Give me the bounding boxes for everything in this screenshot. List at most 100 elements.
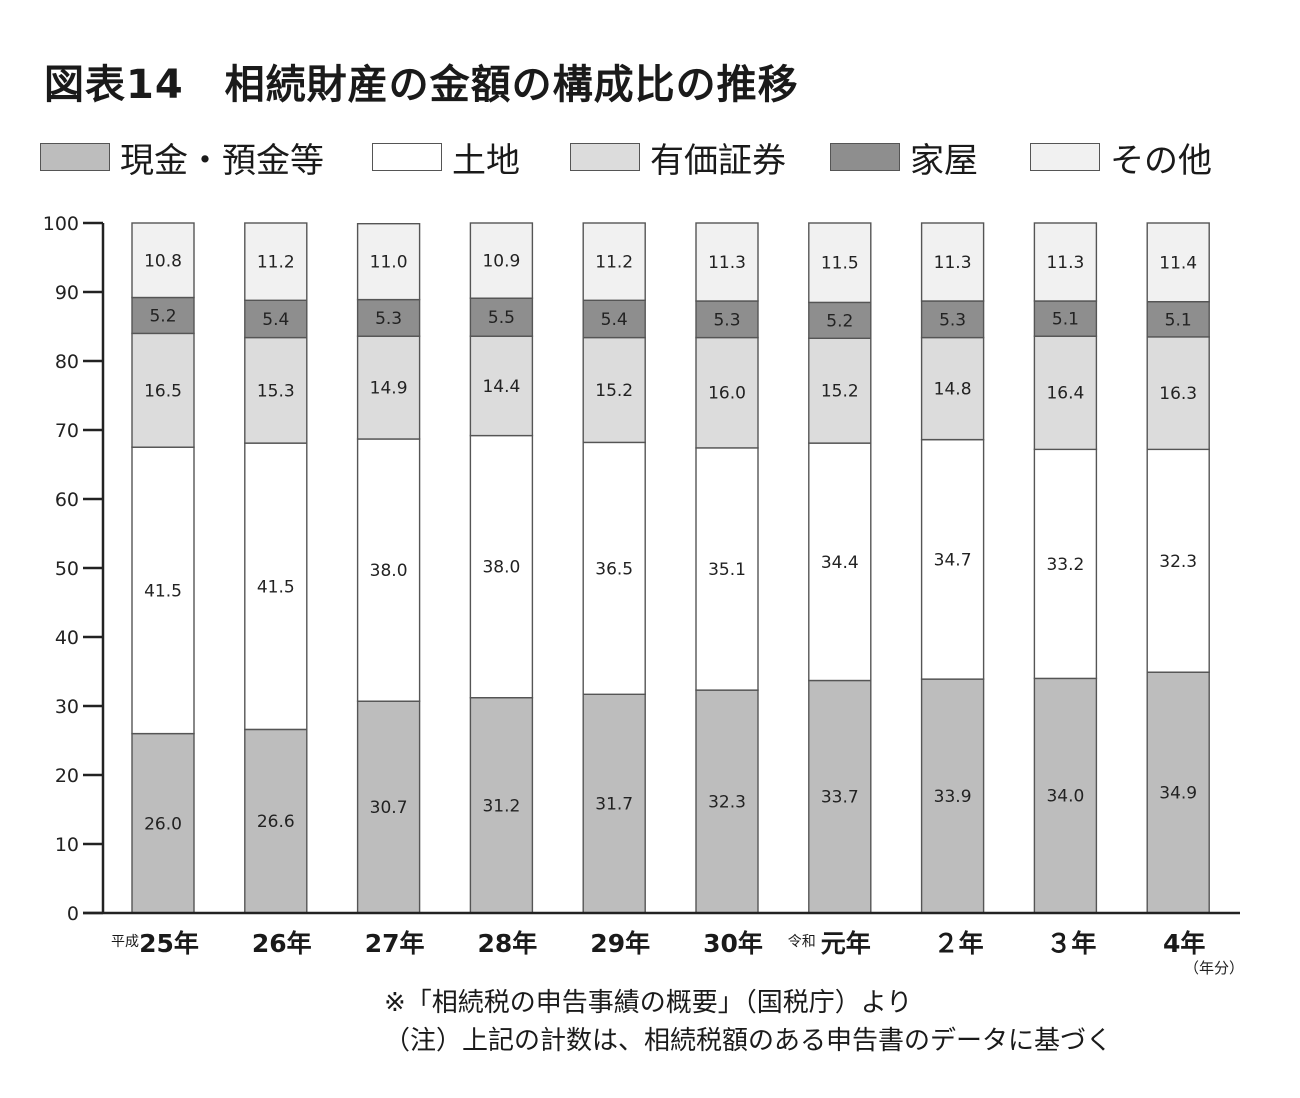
footnote: （注）上記の計数は、相続税額のある申告書のデータに基づく bbox=[384, 1026, 1113, 1056]
data-label: 10.9 bbox=[482, 252, 520, 272]
bar-segment bbox=[920, 222, 985, 302]
bar-segment bbox=[582, 441, 646, 695]
data-label: 33.9 bbox=[934, 787, 972, 807]
bar-stack: 33.7 34.4 15.2 5.2 11.5 bbox=[808, 222, 872, 914]
bar-segment bbox=[1146, 222, 1210, 303]
data-label: 38.0 bbox=[370, 561, 408, 581]
bar-segment bbox=[131, 296, 195, 335]
legend-item-land: 土地 bbox=[372, 134, 520, 181]
bar-stack: 34.9 32.3 16.3 5.1 11.4 bbox=[1146, 222, 1210, 914]
y-tick-label: 10 bbox=[55, 834, 79, 856]
data-label: 34.9 bbox=[1159, 784, 1197, 804]
bar-segment bbox=[244, 336, 308, 444]
bar-segment bbox=[244, 299, 308, 339]
bar-segment bbox=[1146, 301, 1210, 338]
data-label: 31.7 bbox=[595, 795, 633, 815]
legend-label-securities: 有価証券 bbox=[650, 140, 786, 181]
y-tick-label: 100 bbox=[43, 213, 79, 235]
x-tick-label: 28年 bbox=[478, 929, 538, 958]
bar-stack: 32.3 35.1 16.0 5.3 11.3 bbox=[695, 222, 759, 914]
bar-segment bbox=[356, 222, 421, 301]
unit-label: （年分） bbox=[1184, 959, 1244, 977]
bar-segment bbox=[356, 700, 421, 914]
x-tick-label: 25年 bbox=[139, 929, 199, 958]
bar-segment bbox=[695, 689, 759, 914]
data-label: 11.5 bbox=[821, 254, 859, 274]
data-label: 16.4 bbox=[1046, 384, 1084, 404]
x-tick-label: 元年 bbox=[821, 929, 871, 958]
bar-segment bbox=[469, 697, 534, 914]
data-label: 11.0 bbox=[370, 253, 408, 273]
bar-segment bbox=[469, 434, 534, 699]
data-label: 5.2 bbox=[826, 311, 853, 331]
bar-segment bbox=[582, 336, 646, 444]
data-label: 33.7 bbox=[821, 788, 859, 808]
data-label: 5.4 bbox=[262, 310, 289, 330]
data-label: 16.5 bbox=[144, 381, 182, 401]
bar-segment bbox=[356, 335, 421, 440]
x-tick-prefix: 令和 bbox=[788, 934, 816, 950]
data-label: 14.8 bbox=[934, 380, 972, 400]
data-label: 36.5 bbox=[595, 559, 633, 579]
notes: ※「相続税の申告事績の概要」（国税庁）より （注）上記の計数は、相続税額のある申… bbox=[384, 984, 1112, 1060]
data-label: 16.3 bbox=[1159, 384, 1197, 404]
data-label: 5.1 bbox=[1052, 310, 1079, 330]
bar-segment bbox=[808, 679, 872, 914]
data-label: 15.2 bbox=[595, 381, 633, 401]
data-label: 41.5 bbox=[144, 581, 182, 601]
bar-segment bbox=[356, 298, 421, 337]
bar-segment bbox=[356, 438, 421, 702]
bar-stack: 31.7 36.5 15.2 5.4 11.2 bbox=[582, 222, 646, 914]
data-label: 38.0 bbox=[482, 558, 520, 578]
data-label: 15.2 bbox=[821, 382, 859, 402]
data-label: 5.1 bbox=[1165, 310, 1192, 330]
bar-segment bbox=[695, 300, 759, 339]
bar-segment bbox=[1146, 671, 1210, 914]
data-label: 11.3 bbox=[708, 253, 746, 273]
bar-stack: 33.9 34.7 14.8 5.3 11.3 bbox=[920, 222, 985, 914]
bar-stack: 34.0 33.2 16.4 5.1 11.3 bbox=[1033, 222, 1098, 914]
bar-segment bbox=[244, 222, 308, 302]
data-label: 35.1 bbox=[708, 560, 746, 580]
bar-segment bbox=[469, 222, 534, 299]
data-label: 34.0 bbox=[1046, 787, 1084, 807]
source-note: ※「相続税の申告事績の概要」（国税庁）より bbox=[384, 988, 913, 1018]
legend: 現金・預金等 土地 有価証券 家屋 その他 bbox=[40, 134, 1280, 181]
bar-segment bbox=[131, 732, 195, 914]
data-label: 11.2 bbox=[257, 253, 295, 273]
y-tick-label: 0 bbox=[67, 903, 79, 925]
x-tick-prefix: 平成 bbox=[111, 934, 139, 950]
legend-label-land: 土地 bbox=[452, 140, 520, 181]
y-tick-label: 20 bbox=[55, 765, 79, 787]
data-label: 16.0 bbox=[708, 384, 746, 404]
bar-segment bbox=[920, 300, 985, 339]
bar-segment bbox=[695, 336, 759, 449]
y-tick-label: 40 bbox=[55, 627, 79, 649]
data-label: 30.7 bbox=[370, 798, 408, 818]
data-label: 11.4 bbox=[1159, 253, 1197, 273]
bar-segment bbox=[469, 297, 534, 337]
legend-item-cash: 現金・預金等 bbox=[40, 134, 324, 181]
bar-segment bbox=[695, 447, 759, 691]
legend-swatch-land bbox=[372, 143, 442, 171]
data-label: 10.8 bbox=[144, 251, 182, 271]
bar-stack: 30.7 38.0 14.9 5.3 11.0 bbox=[356, 222, 421, 914]
data-label: 5.3 bbox=[713, 310, 740, 330]
bar-segment bbox=[582, 299, 646, 339]
legend-item-house: 家屋 bbox=[830, 134, 978, 181]
x-tick-label: 26年 bbox=[252, 929, 312, 958]
bar-segment bbox=[131, 446, 195, 735]
bar-segment bbox=[469, 335, 534, 437]
bar-segment bbox=[1033, 300, 1098, 337]
data-label: 26.6 bbox=[257, 812, 295, 832]
y-tick-label: 50 bbox=[55, 558, 79, 580]
bar-segment bbox=[920, 336, 985, 441]
data-label: 11.3 bbox=[1046, 253, 1084, 273]
bar-segment bbox=[244, 728, 308, 914]
data-label: 14.9 bbox=[370, 379, 408, 399]
y-tick-label: 70 bbox=[55, 420, 79, 442]
legend-swatch-securities bbox=[570, 143, 640, 171]
data-label: 5.3 bbox=[375, 309, 402, 329]
x-tick-label: 29年 bbox=[590, 929, 650, 958]
